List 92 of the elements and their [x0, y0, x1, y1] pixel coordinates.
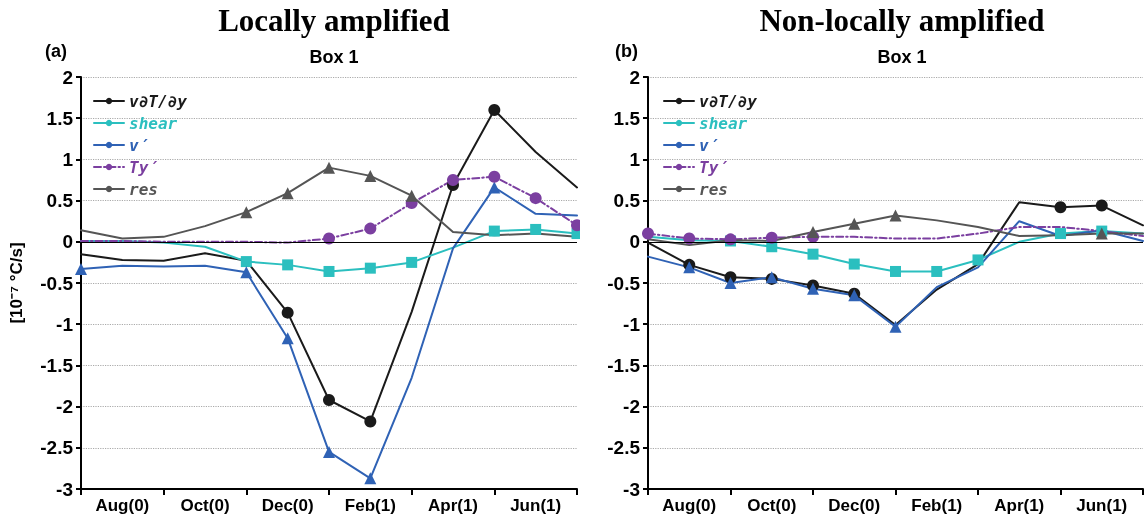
- legend-label: Ty′: [129, 157, 158, 177]
- y-tick-label: -1.5: [607, 354, 641, 376]
- point: [807, 248, 819, 260]
- legend-label: v∂T/∂y: [699, 91, 758, 111]
- point: [889, 209, 902, 222]
- x-tick-label: Apr(1): [427, 496, 479, 515]
- point: [889, 320, 902, 333]
- point: [890, 265, 901, 277]
- y-tick-label: 2: [629, 66, 640, 88]
- y-tick-label: 0.5: [46, 190, 74, 212]
- point: [281, 187, 294, 200]
- text: (a): [45, 41, 67, 61]
- legend-label: v′: [129, 135, 149, 155]
- point: [1054, 201, 1067, 214]
- point: [765, 231, 778, 244]
- point: [848, 217, 861, 230]
- point: [848, 258, 860, 270]
- x-tick-label: Dec(0): [261, 496, 314, 515]
- y-tick-label: 1: [62, 148, 74, 170]
- y-tick-label: 0.5: [613, 190, 641, 212]
- point: [364, 222, 377, 235]
- chart-subtitle: Box 1: [309, 47, 359, 67]
- point: [364, 169, 377, 182]
- chart-title: Non-locally amplified: [759, 3, 1045, 38]
- y-tick-label: -1: [56, 313, 74, 335]
- x-tick-label: Apr(1): [994, 496, 1045, 515]
- point: [530, 223, 542, 235]
- point: [323, 445, 335, 458]
- point: [240, 256, 252, 268]
- point: [364, 262, 376, 274]
- legend-label: shear: [129, 113, 178, 133]
- point: [406, 256, 418, 268]
- point: [1095, 199, 1108, 212]
- point: [240, 266, 253, 279]
- x-tick-label: Aug(0): [95, 496, 150, 515]
- chart-subtitle: Box 1: [877, 47, 927, 67]
- x-tick-label: Jun(1): [510, 496, 562, 515]
- y-tick-label: 0: [629, 231, 640, 253]
- y-tick-label: 1.5: [613, 107, 641, 129]
- y-tick-label: -0.5: [607, 272, 641, 294]
- legend-label: Ty′: [699, 157, 728, 177]
- point: [488, 181, 501, 194]
- y-tick-label: 1: [629, 148, 641, 170]
- y-axis-title: [10⁻⁷ °C/s]: [7, 242, 26, 324]
- point: [807, 225, 819, 238]
- y-tick-label: -2: [623, 396, 640, 418]
- point: [972, 254, 984, 266]
- point: [75, 262, 87, 275]
- y-tick-label: -1: [623, 313, 641, 335]
- text: (b): [615, 41, 638, 61]
- point: [281, 332, 294, 345]
- y-tick-label: -2.5: [607, 437, 641, 459]
- point: [447, 174, 459, 186]
- point: [282, 259, 294, 271]
- point: [323, 161, 335, 174]
- point: [364, 472, 377, 485]
- x-tick-label: Oct(0): [747, 496, 797, 515]
- legend-label: v∂T/∂y: [129, 91, 188, 111]
- x-tick-label: Jun(1): [1076, 496, 1128, 515]
- y-tick-label: -3: [56, 478, 73, 500]
- point: [488, 170, 501, 183]
- point: [364, 415, 377, 428]
- point: [642, 227, 654, 240]
- y-tick-label: -1.5: [40, 354, 74, 376]
- legend-label: v′: [699, 135, 719, 155]
- y-tick-label: 0: [62, 231, 73, 253]
- x-tick-label: Feb(1): [344, 496, 396, 515]
- y-tick-label: 2: [62, 66, 73, 88]
- point: [1055, 228, 1066, 240]
- point: [323, 265, 335, 277]
- point: [529, 192, 542, 205]
- y-tick-label: 1.5: [46, 107, 74, 129]
- x-tick-label: Aug(0): [662, 496, 717, 515]
- point: [488, 103, 501, 116]
- point: [931, 265, 943, 277]
- point: [240, 206, 253, 219]
- x-tick-label: Feb(1): [911, 496, 963, 515]
- chart-title: Locally amplified: [218, 3, 450, 38]
- point: [724, 277, 737, 289]
- legend-label: res: [129, 179, 158, 199]
- y-tick-label: -0.5: [40, 272, 74, 294]
- x-tick-label: Dec(0): [828, 496, 881, 515]
- point: [405, 189, 418, 202]
- y-tick-label: -2.5: [40, 437, 74, 459]
- y-tick-label: -2: [56, 396, 73, 418]
- point: [281, 306, 294, 319]
- point: [488, 225, 500, 237]
- legend-label: res: [699, 179, 728, 199]
- point: [323, 394, 335, 406]
- legend-label: shear: [699, 113, 748, 133]
- x-tick-label: Oct(0): [180, 496, 230, 515]
- y-tick-label: -3: [623, 478, 640, 500]
